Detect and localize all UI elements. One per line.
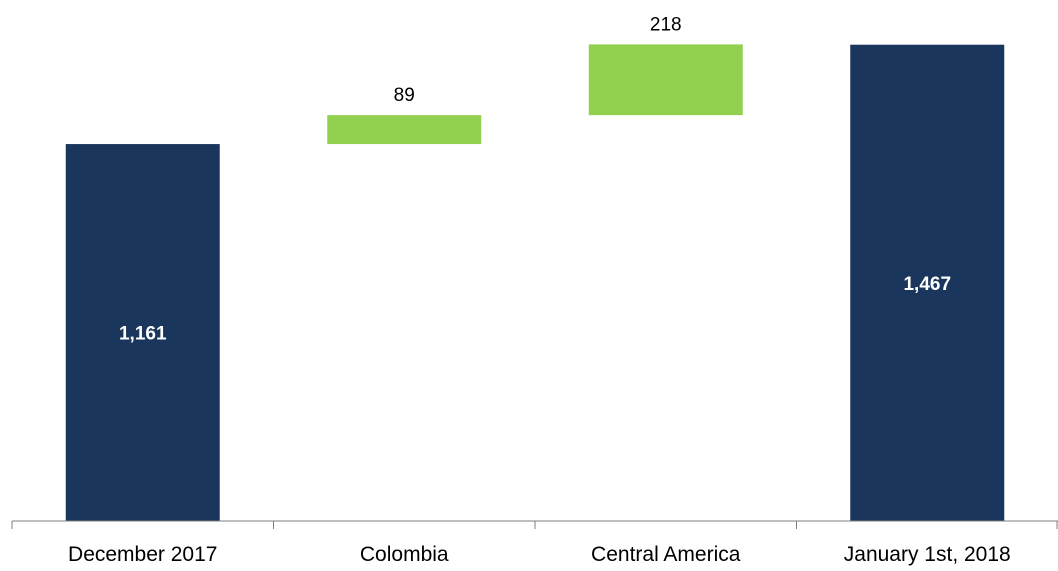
increase-bar <box>327 115 482 145</box>
x-tick-label: January 1st, 2018 <box>844 543 1011 566</box>
labels-layer: 1,161 December 2017 89 Colombia 218 Central A… <box>68 14 1011 566</box>
total-bar <box>850 44 1005 522</box>
data-label: 1,161 <box>119 324 167 345</box>
data-label: 1,467 <box>903 274 951 295</box>
x-axis <box>11 520 1058 529</box>
x-tick-label: Colombia <box>360 543 449 566</box>
x-tick-label: December 2017 <box>68 543 217 566</box>
total-bar <box>65 144 220 521</box>
x-tick-label: Central America <box>591 543 741 566</box>
increase-bar <box>588 44 743 116</box>
data-label: 89 <box>394 85 415 106</box>
bars-layer <box>65 44 1005 522</box>
data-label: 218 <box>650 14 682 35</box>
